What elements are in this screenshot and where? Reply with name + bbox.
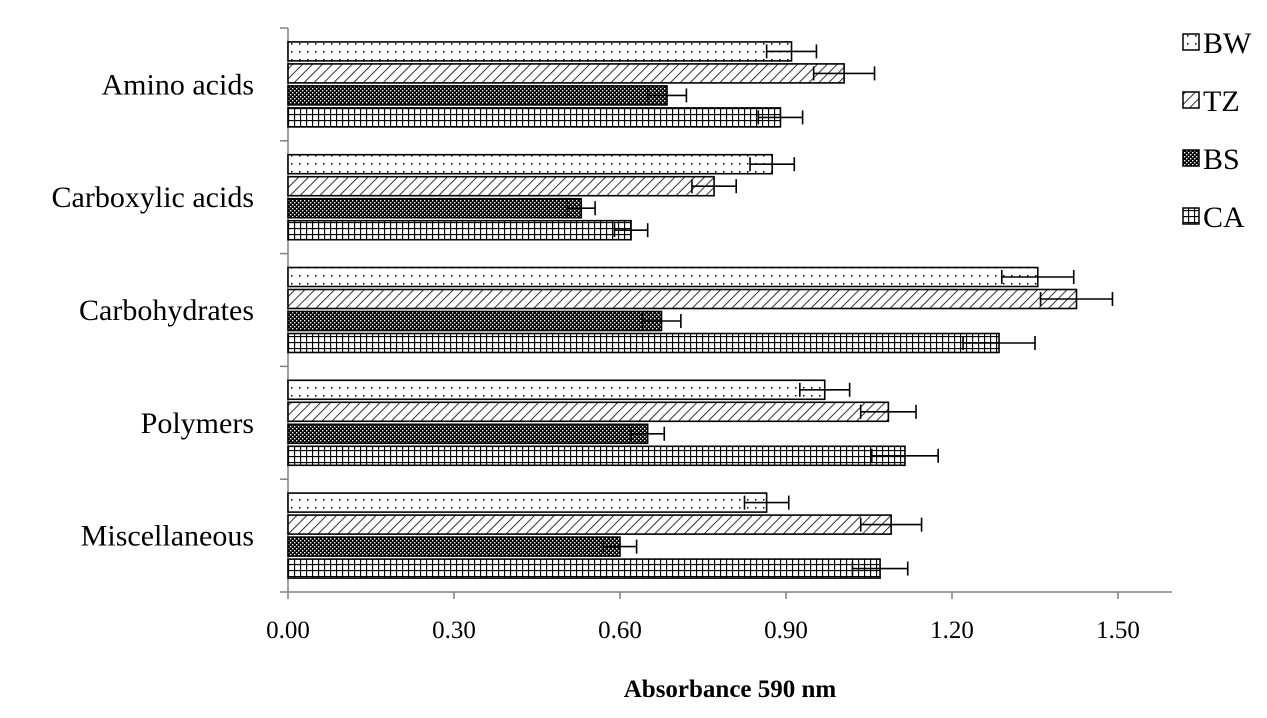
- bar-bw: [287, 41, 793, 62]
- category-label: Carboxylic acids: [52, 181, 254, 214]
- legend-swatch-ca: [1182, 207, 1200, 225]
- bar-bs: [287, 536, 621, 557]
- category-labels: Amino acids Carboxylic acids Carbohydrates…: [52, 68, 254, 552]
- bar-tz: [287, 63, 845, 84]
- bar-bs: [287, 310, 663, 332]
- x-tick-label: 0.90: [764, 617, 808, 644]
- bar-tz: [287, 514, 892, 535]
- category-label: Miscellaneous: [81, 520, 254, 553]
- x-axis-ticks: [287, 592, 1119, 599]
- bar-bs: [287, 197, 583, 219]
- legend: BW TZ BS CA: [1182, 27, 1252, 234]
- bar-ca: [287, 107, 782, 128]
- bar-bs: [287, 423, 649, 445]
- category-label: Polymers: [141, 407, 254, 440]
- legend-label-bs: BS: [1203, 143, 1240, 176]
- legend-label-ca: CA: [1203, 201, 1245, 234]
- bar-bs: [287, 85, 668, 106]
- x-tick-label: 0.00: [266, 617, 310, 644]
- bar-tz: [287, 288, 1078, 310]
- x-tick-label: 0.30: [432, 617, 476, 644]
- bar-bw: [287, 379, 826, 401]
- bars-group: [287, 41, 1078, 579]
- legend-swatch-tz: [1182, 91, 1200, 109]
- category-label: Amino acids: [102, 68, 254, 101]
- error-bars-group: [566, 44, 1114, 576]
- bar-ca: [287, 219, 632, 241]
- y-axis-ticks: [280, 27, 288, 593]
- x-axis-title: Absorbance 590 nm: [624, 676, 837, 703]
- legend-swatch-bw: [1182, 33, 1200, 51]
- bar-ca: [287, 332, 1000, 354]
- x-tick-label: 1.50: [1096, 617, 1140, 644]
- x-tick-labels: 0.00 0.30 0.60 0.90 1.20 1.50: [266, 617, 1140, 644]
- bar-bw: [287, 266, 1039, 288]
- category-label: Carbohydrates: [79, 294, 254, 327]
- bar-tz: [287, 401, 890, 423]
- bar-bw: [287, 153, 773, 175]
- legend-label-bw: BW: [1203, 27, 1252, 60]
- bar-ca: [287, 558, 881, 579]
- bar-ca: [287, 445, 906, 467]
- bar-tz: [287, 175, 715, 197]
- legend-label-tz: TZ: [1203, 85, 1240, 118]
- x-tick-label: 1.20: [930, 617, 974, 644]
- bar-bw: [287, 492, 768, 513]
- legend-swatch-bs: [1182, 149, 1200, 167]
- x-tick-label: 0.60: [598, 617, 642, 644]
